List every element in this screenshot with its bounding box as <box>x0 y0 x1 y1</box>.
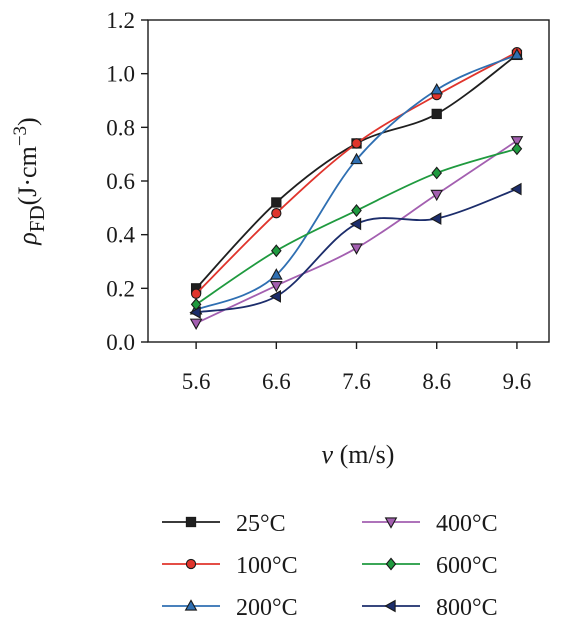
legend-swatch-marker <box>384 517 398 529</box>
x-axis-title: v (m/s) <box>322 440 395 469</box>
x-tick-label: 5.6 <box>182 369 211 394</box>
legend-swatch-marker <box>385 557 397 571</box>
legend-swatch-marker <box>185 516 197 528</box>
data-point <box>190 288 202 299</box>
data-point <box>511 142 523 156</box>
series-line <box>195 140 518 325</box>
legend-item: 100°C <box>162 553 298 579</box>
data-point <box>269 290 281 303</box>
y-tick-label: 0.4 <box>106 223 135 248</box>
data-point <box>269 280 283 293</box>
data-point <box>430 189 444 202</box>
data-point <box>430 83 444 95</box>
series-600c <box>190 142 523 311</box>
data-point <box>510 182 522 196</box>
y-tick-label: 1.2 <box>106 8 135 33</box>
data-point <box>429 212 442 225</box>
y-tick-label: 0.0 <box>106 330 135 355</box>
legend-label: 800°C <box>436 595 498 621</box>
legend-item: 25°C <box>162 511 286 537</box>
data-point <box>350 152 363 165</box>
legend-swatch-marker <box>184 599 198 611</box>
data-point <box>510 48 524 60</box>
y-tick-label: 0.8 <box>106 115 135 140</box>
data-point <box>271 208 282 219</box>
legend-label: 100°C <box>236 553 298 579</box>
legend-item: 200°C <box>162 595 298 621</box>
legend-item: 400°C <box>362 511 498 537</box>
data-point <box>350 243 363 255</box>
y-tick-label: 0.2 <box>106 276 135 301</box>
y-axis: 0.0 0.2 0.4 0.6 0.8 1.0 1.2 <box>106 8 148 355</box>
plot-frame <box>147 19 550 343</box>
data-point <box>510 136 524 148</box>
legend-item: 800°C <box>362 595 498 621</box>
legend-label: 25°C <box>236 511 286 537</box>
legend-swatch-marker <box>185 558 197 570</box>
data-point <box>431 166 443 180</box>
data-point <box>349 217 362 231</box>
y-tick-label: 1.0 <box>106 62 135 87</box>
data-point <box>351 138 362 149</box>
x-tick-label: 6.6 <box>262 369 291 394</box>
data-point <box>431 108 442 120</box>
series-400c <box>189 136 524 330</box>
legend-label: 200°C <box>236 595 298 621</box>
data-point <box>269 268 283 280</box>
series-800c <box>189 182 522 319</box>
x-tick-label: 8.6 <box>422 369 451 394</box>
legend-swatch-marker <box>384 599 396 613</box>
data-point <box>351 204 362 217</box>
y-tick-label: 0.6 <box>106 169 135 194</box>
legend-item: 600°C <box>362 553 498 579</box>
x-axis: 5.6 6.6 7.6 8.6 9.6 <box>182 342 532 394</box>
data-point <box>271 244 282 258</box>
x-tick-label: 9.6 <box>503 369 532 394</box>
series-layer <box>189 47 524 330</box>
data-point <box>271 197 282 208</box>
data-point <box>189 318 203 330</box>
legend-label: 400°C <box>436 511 498 537</box>
series-100c <box>190 47 523 299</box>
legend: 25°C 100°C 200°C 400°C 600°C 800°C <box>162 511 498 621</box>
data-point <box>189 306 201 319</box>
legend-label: 600°C <box>436 553 498 579</box>
y-axis-title: ρFD(J·cm−3) <box>10 117 49 245</box>
x-tick-label: 7.6 <box>342 369 371 394</box>
